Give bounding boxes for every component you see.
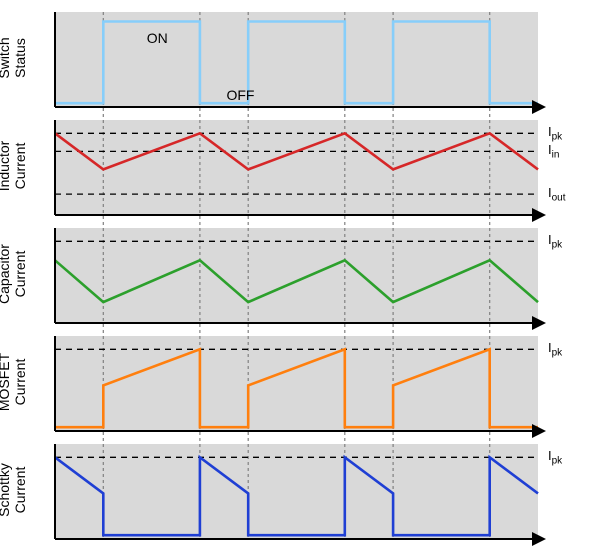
waveform-diagram	[0, 0, 599, 555]
ref-line-label: Ipk	[548, 124, 562, 143]
schottky-ylabel: SchottkyCurrent	[0, 440, 28, 540]
ref-line-label: Ipk	[548, 448, 562, 467]
ref-line-label: Ipk	[548, 232, 562, 251]
ref-line-label: Iout	[548, 185, 566, 204]
state-label: ON	[147, 30, 168, 46]
ref-line-label: Iin	[548, 142, 559, 161]
state-label: OFF	[226, 87, 254, 103]
mosfet-ylabel: MOSFETCurrent	[0, 332, 28, 432]
inductor-ylabel: InductorCurrent	[0, 116, 28, 216]
switch-ylabel: SwitchStatus	[0, 8, 28, 108]
capacitor-ylabel: CapacitorCurrent	[0, 224, 28, 324]
ref-line-label: Ipk	[548, 340, 562, 359]
